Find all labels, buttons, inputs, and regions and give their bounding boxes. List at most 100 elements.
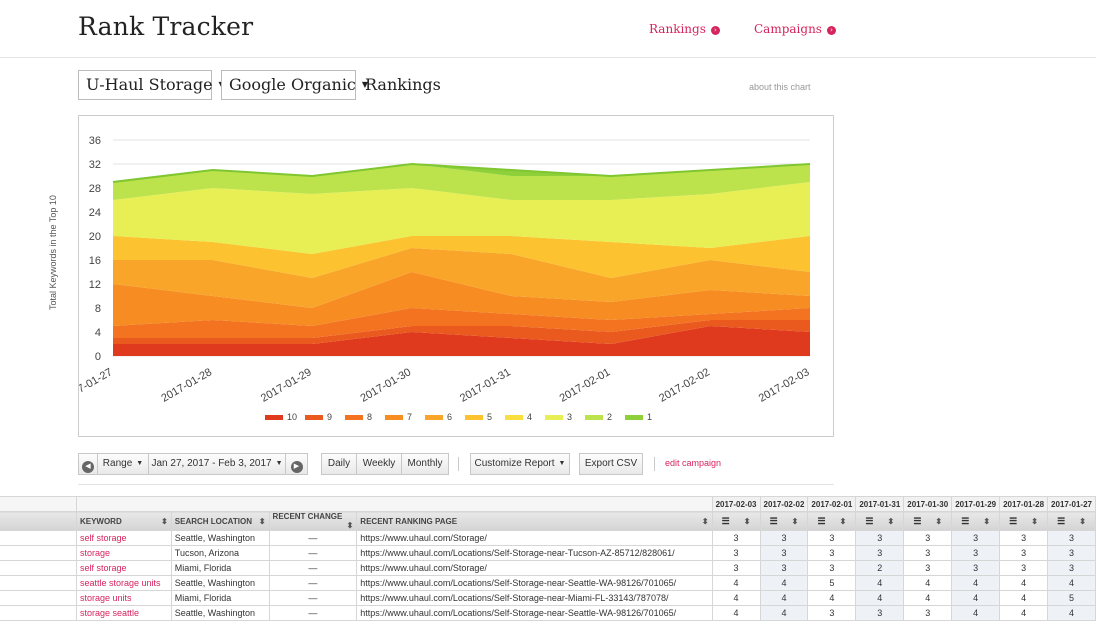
change-header-label: RECENT CHANGE bbox=[272, 512, 343, 521]
keyword-cell[interactable]: storage seattle bbox=[75, 605, 172, 621]
y-tick-label: 0 bbox=[95, 351, 101, 363]
rank-cell: 3 bbox=[759, 545, 809, 561]
legend-swatch-1 bbox=[625, 415, 643, 420]
prev-range-button[interactable]: ◀ bbox=[78, 453, 98, 475]
daily-button[interactable]: Daily bbox=[321, 453, 357, 475]
caret-down-icon: ▼ bbox=[275, 460, 283, 467]
date-column-header[interactable]: ☰ ⬍ bbox=[807, 511, 857, 531]
sort-icon: ⬍ bbox=[1079, 516, 1086, 526]
legend-swatch-8 bbox=[345, 415, 363, 420]
campaigns-link[interactable]: Campaigns › bbox=[754, 22, 836, 36]
rank-cell: 4 bbox=[759, 590, 809, 606]
column-header-row: KEYWORD ⬍ SEARCH LOCATION ⬍ RECENT CHANGE ⬍… bbox=[0, 511, 1096, 531]
date-column-header[interactable]: ☰ ⬍ bbox=[711, 511, 761, 531]
keyword-cell[interactable]: storage bbox=[75, 545, 172, 561]
y-tick-label: 4 bbox=[95, 327, 101, 339]
rank-cell: 3 bbox=[999, 545, 1049, 561]
location-column-header[interactable]: SEARCH LOCATION ⬍ bbox=[170, 511, 270, 531]
date-header: 2017-01-27 bbox=[1047, 496, 1096, 512]
change-cell: — bbox=[268, 545, 358, 561]
blank-column-header bbox=[0, 511, 77, 531]
rankings-link[interactable]: Rankings › bbox=[649, 22, 720, 36]
list-icon: ☰ bbox=[769, 515, 778, 526]
rank-cell: 3 bbox=[855, 545, 905, 561]
campaign-select[interactable]: U-Haul Storage▼ bbox=[78, 70, 225, 100]
blank-header-cell bbox=[0, 496, 77, 512]
rank-cell: 4 bbox=[999, 575, 1049, 591]
date-header: 2017-01-31 bbox=[855, 496, 905, 512]
range-dropdown[interactable]: Range ▼ bbox=[97, 453, 149, 475]
sort-icon: ⬍ bbox=[935, 516, 943, 526]
date-header: 2017-02-03 bbox=[711, 496, 761, 512]
legend-label-6: 6 bbox=[447, 412, 452, 422]
keyword-cell[interactable]: storage units bbox=[75, 590, 172, 606]
keyword-column-header[interactable]: KEYWORD ⬍ bbox=[75, 511, 172, 531]
engine-select[interactable]: Google Organic ▼ bbox=[221, 70, 368, 100]
toolbar-separator bbox=[654, 457, 655, 471]
y-tick-label: 32 bbox=[89, 159, 101, 171]
next-range-button[interactable]: ▶ bbox=[285, 453, 308, 475]
date-header: 2017-02-01 bbox=[807, 496, 857, 512]
range-label: Range bbox=[102, 458, 133, 469]
monthly-button[interactable]: Monthly bbox=[401, 453, 449, 475]
page-url-cell: https://www.uhaul.com/Locations/Self-Sto… bbox=[356, 575, 713, 591]
date-column-header[interactable]: ☰ ⬍ bbox=[759, 511, 809, 531]
legend-swatch-9 bbox=[305, 415, 323, 420]
rank-cell: 3 bbox=[1047, 545, 1096, 561]
keyword-cell[interactable]: self storage bbox=[75, 530, 172, 546]
legend-label-2: 2 bbox=[607, 412, 612, 422]
legend-swatch-10 bbox=[265, 415, 283, 420]
date-range-value: Jan 27, 2017 - Feb 3, 2017 bbox=[151, 458, 272, 469]
sort-icon: ⬍ bbox=[791, 516, 799, 526]
date-column-header[interactable]: ☰ ⬍ bbox=[1047, 511, 1096, 531]
rank-cell: 4 bbox=[951, 590, 1001, 606]
table-row: self storage Miami, Florida — https://www.u… bbox=[0, 560, 1096, 576]
rank-cell: 3 bbox=[855, 530, 905, 546]
page-url-cell: https://www.uhaul.com/Locations/Self-Sto… bbox=[356, 590, 713, 606]
legend-label-7: 7 bbox=[407, 412, 412, 422]
rank-cell: 3 bbox=[711, 560, 761, 576]
x-tick-label: 2017-01-31 bbox=[458, 366, 513, 405]
rank-cell: 4 bbox=[711, 605, 761, 621]
y-tick-label: 8 bbox=[95, 303, 101, 315]
engine-select-value: Google Organic bbox=[229, 75, 356, 94]
rank-cell: 3 bbox=[999, 530, 1049, 546]
export-csv-button[interactable]: Export CSV bbox=[579, 453, 643, 475]
date-header: 2017-01-30 bbox=[903, 496, 953, 512]
change-column-header[interactable]: RECENT CHANGE ⬍ bbox=[268, 511, 358, 531]
legend-label-9: 9 bbox=[327, 412, 332, 422]
location-cell: Miami, Florida bbox=[170, 590, 270, 606]
weekly-button[interactable]: Weekly bbox=[356, 453, 402, 475]
customize-report-button[interactable]: Customize Report ▼ bbox=[470, 453, 570, 475]
rank-cell: 3 bbox=[1047, 560, 1096, 576]
about-chart-link[interactable]: about this chart bbox=[749, 82, 811, 92]
chevron-left-icon: ◀ bbox=[82, 461, 94, 473]
edit-campaign-link[interactable]: edit campaign bbox=[665, 458, 722, 468]
rank-cell: 3 bbox=[999, 560, 1049, 576]
change-cell: — bbox=[268, 560, 358, 576]
date-column-header[interactable]: ☰ ⬍ bbox=[903, 511, 953, 531]
page-url-cell: https://www.uhaul.com/Locations/Self-Sto… bbox=[356, 545, 713, 561]
table-row: storage seattle Seattle, Washington — https… bbox=[0, 605, 1096, 621]
date-column-header[interactable]: ☰ ⬍ bbox=[951, 511, 1001, 531]
rank-cell: 3 bbox=[807, 530, 857, 546]
keyword-cell[interactable]: self storage bbox=[75, 560, 172, 576]
keyword-header-label: KEYWORD bbox=[79, 516, 122, 526]
legend-swatch-2 bbox=[585, 415, 603, 420]
keyword-cell[interactable]: seattle storage units bbox=[75, 575, 172, 591]
campaigns-link-label: Campaigns bbox=[754, 22, 822, 36]
legend-swatch-3 bbox=[545, 415, 563, 420]
rank-cell: 3 bbox=[951, 560, 1001, 576]
area-series-5 bbox=[113, 236, 810, 278]
page-header-label: RECENT RANKING PAGE bbox=[360, 516, 458, 526]
location-cell: Seattle, Washington bbox=[170, 530, 270, 546]
x-tick-label: 2017-02-01 bbox=[558, 366, 613, 405]
table-row: self storage Seattle, Washington — https://… bbox=[0, 530, 1096, 546]
arrow-circle-icon: › bbox=[710, 26, 720, 35]
page-title: Rank Tracker bbox=[78, 12, 254, 41]
date-range-display[interactable]: Jan 27, 2017 - Feb 3, 2017 ▼ bbox=[148, 453, 286, 475]
date-column-header[interactable]: ☰ ⬍ bbox=[855, 511, 905, 531]
date-column-header[interactable]: ☰ ⬍ bbox=[999, 511, 1049, 531]
list-icon: ☰ bbox=[721, 515, 730, 526]
page-column-header[interactable]: RECENT RANKING PAGE ⬍ bbox=[356, 511, 713, 531]
